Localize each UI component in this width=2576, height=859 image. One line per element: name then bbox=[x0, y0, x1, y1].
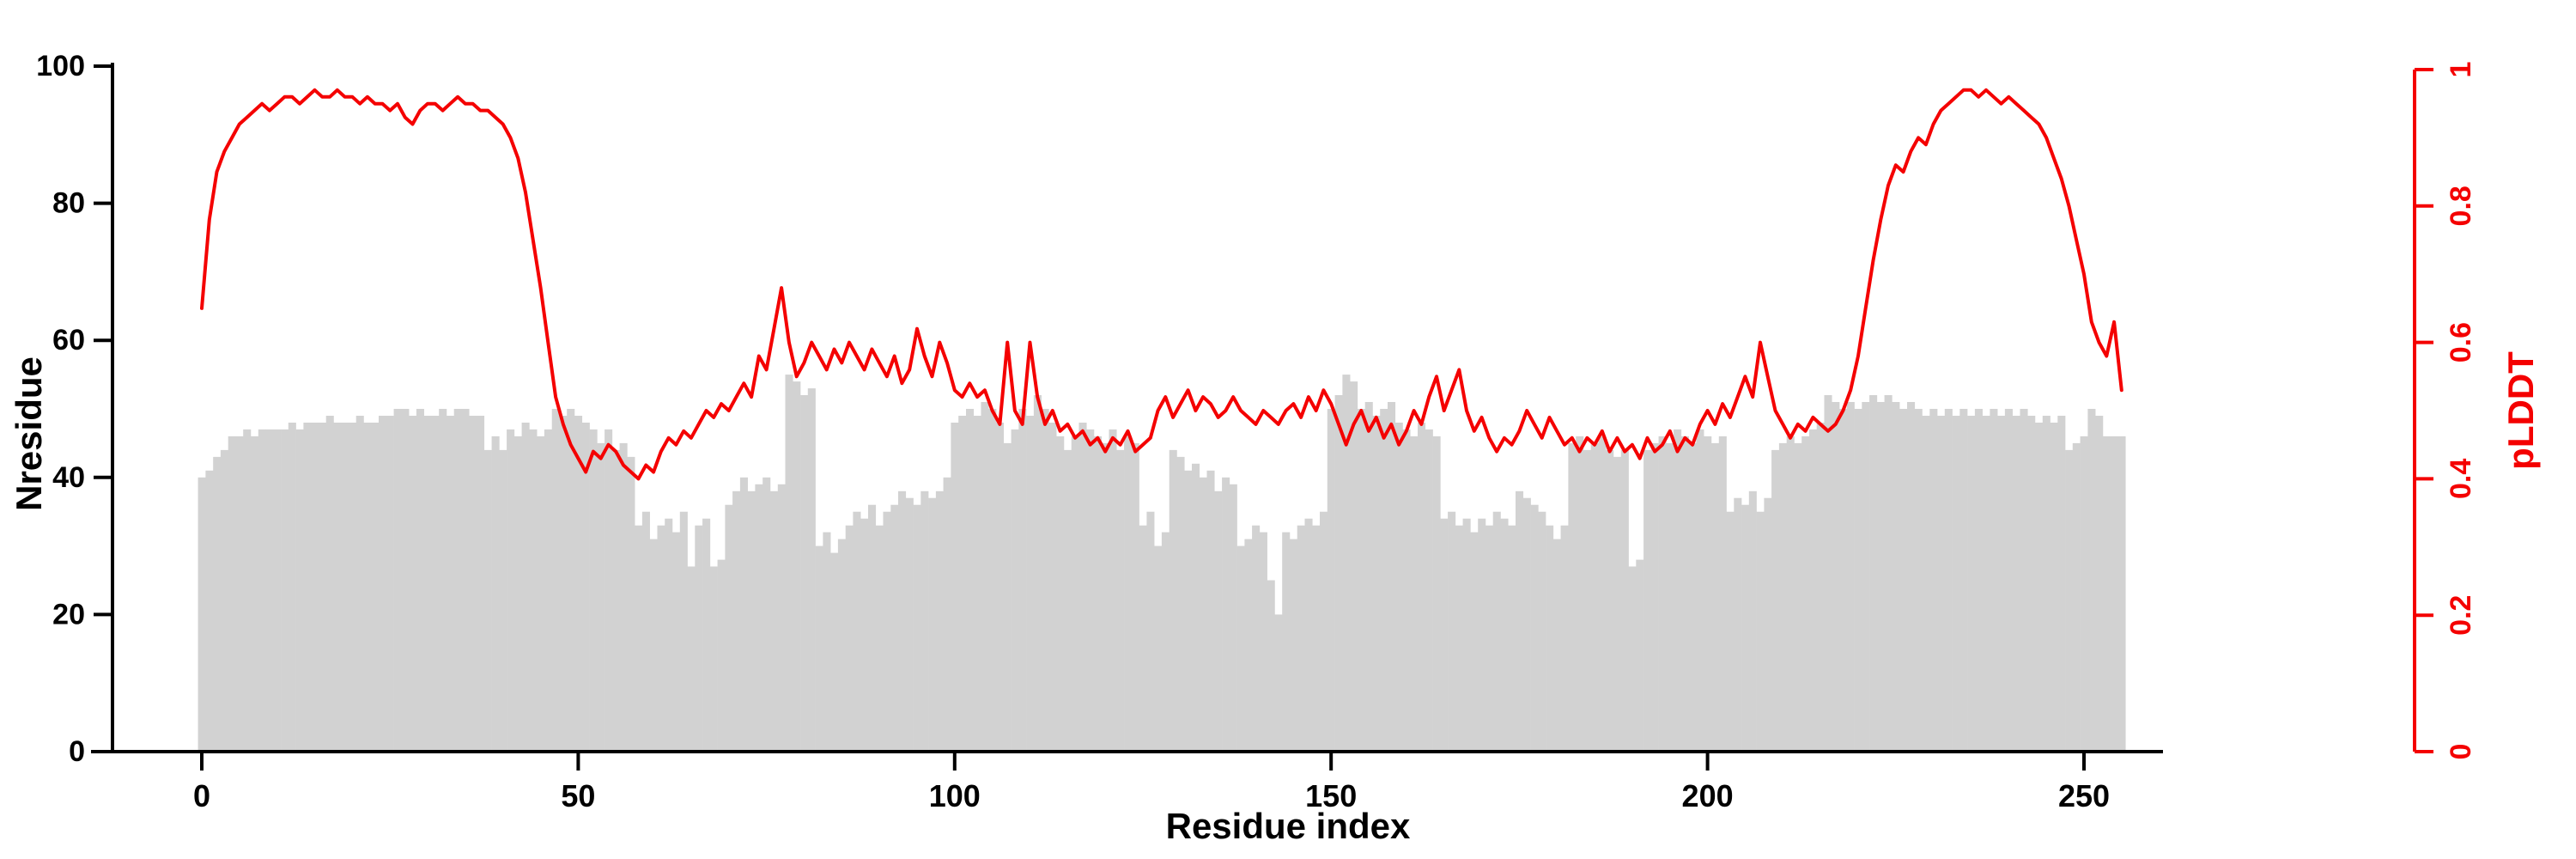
left-axis-tick-label: 60 bbox=[52, 324, 85, 356]
right-axis-tick-label: 1 bbox=[2445, 62, 2477, 78]
x-axis-title: Residue index bbox=[1165, 806, 1411, 846]
left-axis-tick-label: 40 bbox=[52, 461, 85, 494]
left-axis-tick-label: 100 bbox=[36, 50, 85, 82]
right-axis-title: pLDDT bbox=[2500, 351, 2541, 470]
x-axis-tick-label: 200 bbox=[1682, 778, 1734, 813]
x-axis-tick-label: 0 bbox=[193, 778, 210, 813]
left-axis-tick-label: 80 bbox=[52, 187, 85, 220]
right-axis-tick-label: 0.6 bbox=[2445, 322, 2477, 362]
x-axis-tick-label: 150 bbox=[1305, 778, 1357, 813]
right-axis-tick-label: 0.8 bbox=[2445, 186, 2477, 226]
plddt-line bbox=[200, 88, 2123, 481]
x-axis-tick-label: 50 bbox=[561, 778, 595, 813]
right-axis-tick-label: 0.4 bbox=[2445, 459, 2477, 499]
right-axis-tick-label: 0 bbox=[2445, 744, 2477, 760]
x-axis-tick-label: 250 bbox=[2058, 778, 2110, 813]
x-axis-tick-label: 100 bbox=[929, 778, 981, 813]
left-axis-tick-label: 0 bbox=[69, 735, 85, 768]
left-axis-title: Nresidue bbox=[9, 356, 49, 511]
nresidue-bars bbox=[197, 375, 2126, 752]
left-axis-tick-label: 20 bbox=[52, 598, 85, 631]
right-axis-tick-label: 0.2 bbox=[2445, 595, 2477, 636]
